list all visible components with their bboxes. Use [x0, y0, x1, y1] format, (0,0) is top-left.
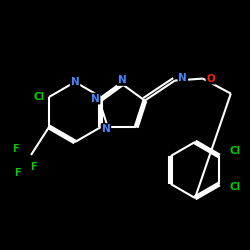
- Text: Cl: Cl: [230, 146, 241, 156]
- Text: N: N: [91, 94, 100, 104]
- Text: F: F: [30, 162, 36, 172]
- Text: O: O: [206, 74, 215, 84]
- Text: N: N: [118, 75, 126, 85]
- Text: F: F: [14, 168, 20, 178]
- Text: Cl: Cl: [230, 182, 241, 192]
- Text: N: N: [71, 77, 80, 87]
- Text: F: F: [12, 144, 18, 154]
- Text: N: N: [102, 124, 110, 134]
- Text: N: N: [178, 72, 187, 83]
- Text: Cl: Cl: [34, 92, 45, 102]
